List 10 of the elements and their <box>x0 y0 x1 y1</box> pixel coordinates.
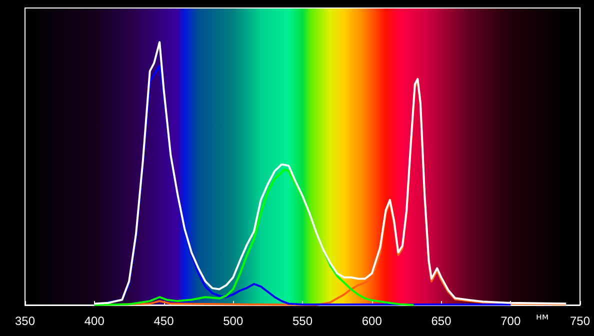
x-axis-title: нм <box>536 312 549 322</box>
x-tick-label: 500 <box>223 314 244 328</box>
x-tick-label: 400 <box>84 314 105 328</box>
x-tick-label: 550 <box>292 314 313 328</box>
x-tick-label: 350 <box>14 314 36 328</box>
x-tick-label: 750 <box>570 314 590 328</box>
x-tick-label: 700 <box>500 314 521 328</box>
x-tick-label: 650 <box>431 314 452 328</box>
x-tick-label: 450 <box>154 314 174 328</box>
x-tick-label: 600 <box>362 314 382 328</box>
